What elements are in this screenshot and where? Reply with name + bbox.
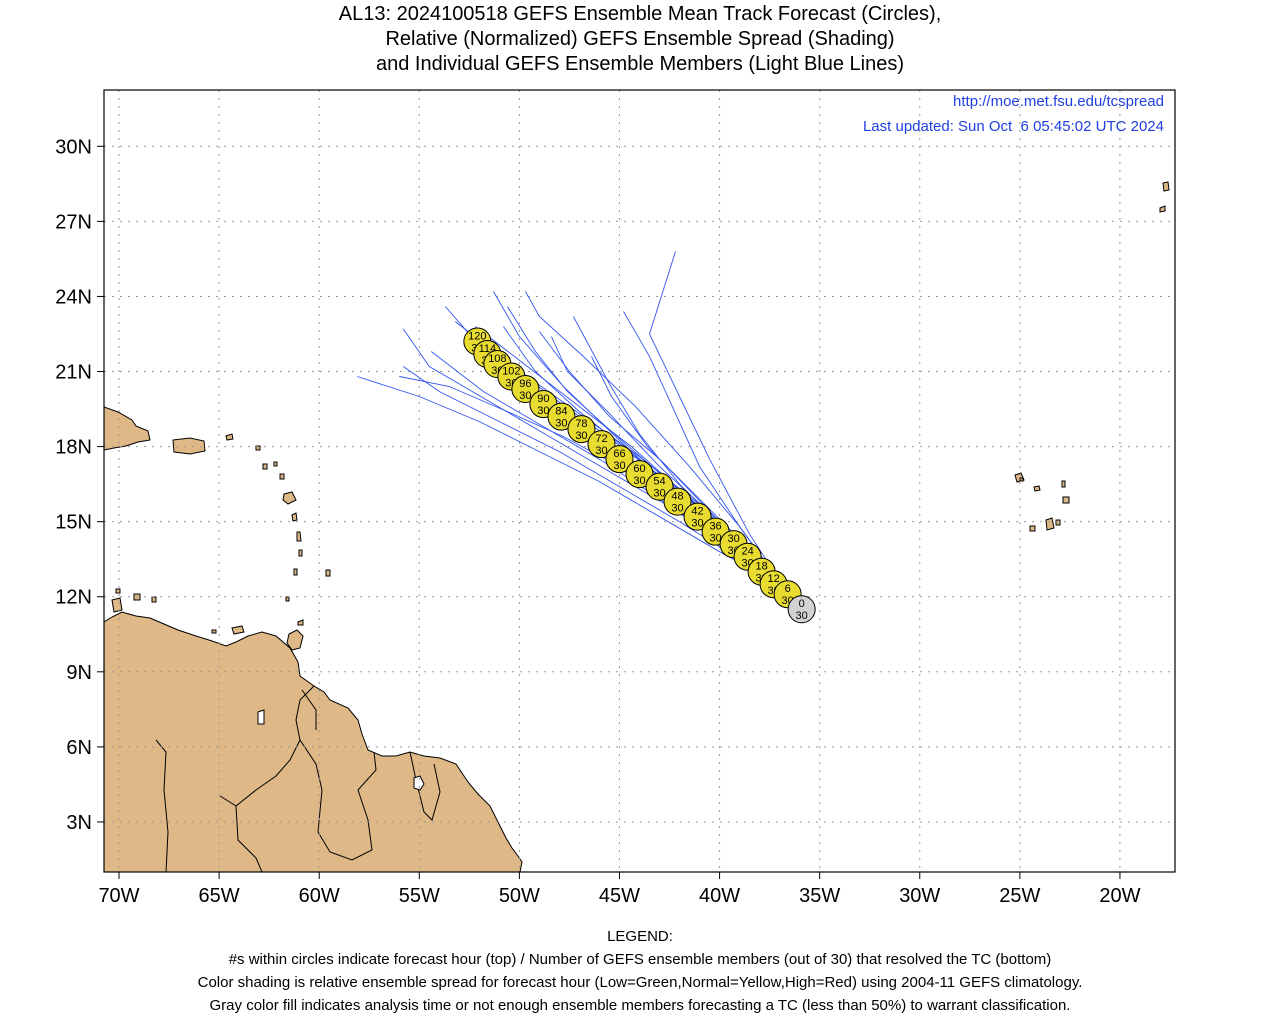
title-line-1: AL13: 2024100518 GEFS Ensemble Mean Trac…: [338, 3, 942, 25]
member-count-label: 30: [671, 503, 683, 515]
member-count-label: 30: [537, 405, 549, 417]
lat-tick-label: 9N: [66, 662, 92, 684]
forecast-hour-label: 108: [488, 353, 506, 365]
forecast-hour-label: 96: [519, 378, 531, 390]
lon-tick-label: 25W: [999, 885, 1040, 907]
forecast-hour-label: 120: [468, 330, 486, 342]
title-line-2: Relative (Normalized) GEFS Ensemble Spre…: [385, 28, 895, 50]
legend-line-2: Color shading is relative ensemble sprea…: [197, 974, 1083, 991]
forecast-hour-label: 36: [709, 521, 721, 533]
lon-tick-label: 20W: [1099, 885, 1140, 907]
forecast-hour-label: 66: [613, 448, 625, 460]
member-count-label: 30: [709, 533, 721, 545]
member-count-label: 30: [575, 430, 587, 442]
lat-tick-label: 15N: [55, 512, 92, 534]
lat-tick-label: 18N: [55, 437, 92, 459]
forecast-hour-label: 72: [595, 433, 607, 445]
forecast-hour-label: 30: [727, 533, 739, 545]
hispaniola-island: [104, 406, 151, 451]
lon-tick-label: 65W: [199, 885, 240, 907]
lat-tick-label: 6N: [66, 737, 92, 759]
member-count-label: 30: [796, 610, 808, 622]
member-count-label: 30: [613, 460, 625, 472]
canary-islands: [1159, 181, 1170, 213]
source-url-link[interactable]: http://moe.met.fsu.edu/tcspread: [953, 93, 1164, 110]
forecast-hour-label: 54: [653, 476, 665, 488]
member-track-line: [649, 251, 784, 587]
lat-tick-label: 3N: [66, 812, 92, 834]
lon-tick-label: 30W: [899, 885, 940, 907]
land-layer: [104, 181, 1170, 872]
member-count-label: 30: [691, 518, 703, 530]
forecast-circle: 030: [787, 595, 816, 624]
tobago-island: [297, 619, 304, 626]
forecast-hour-label: 48: [671, 491, 683, 503]
forecast-hour-label: 12: [768, 573, 780, 585]
forecast-hour-label: 24: [741, 546, 753, 558]
last-updated-text: Last updated: Sun Oct 6 05:45:02 UTC 202…: [862, 118, 1164, 135]
south-america-landmass: [104, 611, 523, 872]
title-line-3: and Individual GEFS Ensemble Members (Li…: [375, 53, 905, 75]
country-borders: [155, 685, 441, 872]
lon-tick-label: 70W: [98, 885, 139, 907]
forecast-hour-label: 42: [691, 506, 703, 518]
inland-lake: [257, 709, 265, 725]
forecast-hour-label: 84: [555, 406, 567, 418]
lat-tick-label: 24N: [55, 286, 92, 308]
forecast-hour-label: 6: [785, 583, 791, 595]
forecast-hour-label: 0: [799, 598, 805, 610]
forecast-hour-label: 60: [633, 463, 645, 475]
lon-tick-label: 60W: [299, 885, 340, 907]
mean-track-circles: 1203011430108301023096309030843078307230…: [463, 327, 816, 624]
legend-line-1: #s within circles indicate forecast hour…: [228, 951, 1052, 968]
lat-tick-label: 27N: [55, 211, 92, 233]
lon-tick-label: 45W: [599, 885, 640, 907]
lesser-antilles-islands: [111, 433, 331, 635]
lat-tick-label: 30N: [55, 136, 92, 158]
lat-tick-label: 12N: [55, 587, 92, 609]
member-count-label: 30: [633, 475, 645, 487]
member-track-line: [357, 376, 784, 588]
member-count-label: 30: [595, 445, 607, 457]
member-track-line: [525, 291, 784, 587]
reservoir-lake: [413, 775, 425, 791]
lat-tick-label: 21N: [55, 362, 92, 384]
lon-tick-label: 40W: [699, 885, 740, 907]
member-count-label: 30: [555, 418, 567, 430]
puerto-rico-island: [172, 437, 206, 455]
member-count-label: 30: [653, 488, 665, 500]
lon-tick-label: 55W: [399, 885, 440, 907]
forecast-hour-label: 102: [502, 366, 520, 378]
axis-ticks: 70W 65W 60W 55W 50W 45W 40W 35W 30W 25W 20W 3N 6N 9N 1…: [55, 136, 1140, 907]
cape-verde-islands: [1014, 472, 1070, 532]
trinidad-island: [286, 629, 304, 651]
legend-title: LEGEND:: [607, 928, 673, 945]
lon-tick-label: 50W: [499, 885, 540, 907]
forecast-hour-label: 18: [755, 561, 767, 573]
member-count-label: 30: [519, 390, 531, 402]
legend-line-3: Gray color fill indicates analysis time …: [209, 997, 1071, 1014]
forecast-hour-label: 78: [575, 418, 587, 430]
forecast-hour-label: 90: [537, 393, 549, 405]
plot-frame: [103, 89, 1176, 873]
lon-tick-label: 35W: [799, 885, 840, 907]
